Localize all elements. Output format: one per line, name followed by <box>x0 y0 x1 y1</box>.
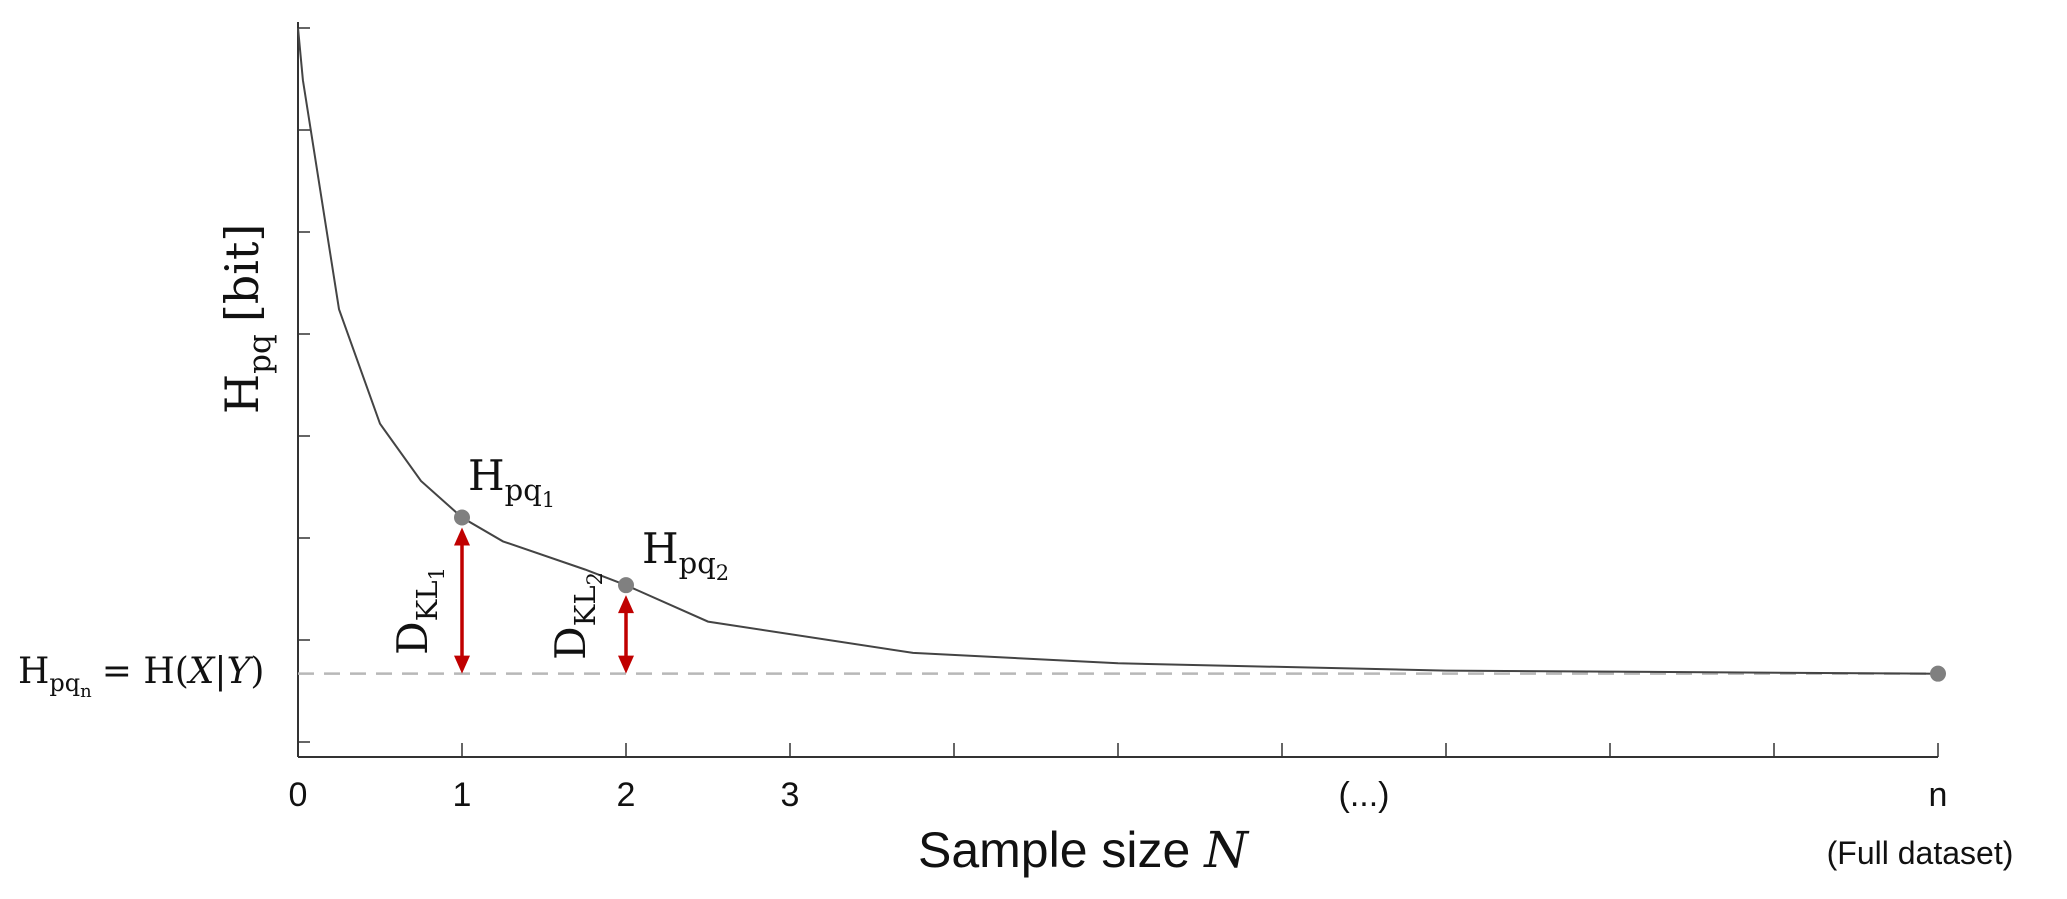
marked-point-2 <box>618 577 634 594</box>
x-tick-label: 3 <box>781 776 800 814</box>
dkl-label-2: DKL2 <box>546 572 607 660</box>
entropy-curve <box>297 27 1939 675</box>
marked-point-3 <box>1930 665 1946 682</box>
full-dataset-note: (Full dataset) <box>1827 835 2014 871</box>
x-tick-label: (...) <box>1339 776 1390 814</box>
point-label-1: Hpq1 <box>468 451 555 512</box>
x-tick-label: 2 <box>617 776 636 814</box>
marked-point-1 <box>454 509 470 526</box>
asymptote-label: Hpqn = H(X|Y) <box>18 651 264 702</box>
arrow-head-up <box>618 595 634 614</box>
dkl-arrow-2 <box>618 595 634 674</box>
dkl-label-1: DKL1 <box>388 567 449 655</box>
arrow-head-down <box>454 655 470 674</box>
arrow-head-up <box>454 527 470 546</box>
y-axis-title: Hpq[bit] <box>215 224 278 414</box>
curve-group <box>297 27 1939 675</box>
point-label-2: Hpq2 <box>642 524 729 585</box>
x-tick-label: n <box>1929 776 1948 814</box>
axes: 0 1 2 3 (...) n <box>289 22 1948 814</box>
x-tick-label: 1 <box>453 776 472 814</box>
x-axis-title: Sample size N <box>918 821 1250 879</box>
arrows-group <box>454 527 634 674</box>
points-group <box>454 509 1946 682</box>
x-tick-label: 0 <box>289 776 308 814</box>
dkl-arrow-1 <box>454 527 470 674</box>
arrow-head-down <box>618 655 634 674</box>
